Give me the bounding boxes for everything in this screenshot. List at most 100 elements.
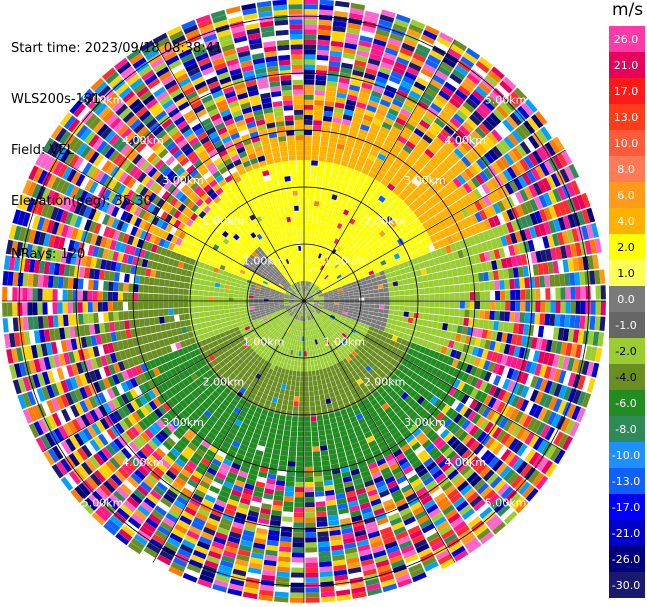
range-gate [337,420,345,428]
range-gate [282,378,288,385]
range-gate [318,283,323,288]
range-gate [324,298,329,300]
range-gate [312,446,320,452]
range-gate [534,111,548,126]
range-gate [395,117,407,127]
range-gate [345,317,351,322]
range-gate [434,388,444,398]
range-gate [268,432,276,439]
range-gate [244,325,251,331]
range-gate [184,446,195,456]
range-gate [394,305,400,311]
range-gate [506,367,515,380]
range-gate [409,221,418,230]
range-gate [263,342,270,348]
range-gate [369,195,378,203]
range-gate [175,403,185,413]
range-gate [443,227,451,237]
range-gate [355,413,364,421]
range-gate [343,542,357,550]
range-gate [252,345,258,351]
range-gate [446,77,460,89]
range-gate [254,395,261,403]
range-gate [318,337,323,344]
range-gate [312,318,316,324]
range-gate [236,402,244,410]
range-gate [326,499,337,506]
range-gate [200,339,208,346]
range-gate [275,434,283,441]
range-gate [326,213,332,220]
range-gate [476,263,483,273]
range-gate [403,284,409,290]
range-gate [429,287,435,294]
range-gate [461,508,475,520]
range-gate [399,268,406,275]
range-gate [190,425,200,434]
range-gate [559,168,570,183]
range-gate [304,150,312,156]
range-gate [363,272,370,278]
range-gate [338,207,345,214]
range-gate [249,392,256,400]
range-gate [232,335,239,342]
range-gate [353,289,359,293]
range-gate [392,393,400,402]
range-gate [187,442,198,452]
range-gate [326,382,332,389]
range-gate [258,319,264,324]
range-gate [317,291,323,295]
range-gate [336,246,343,252]
range-gate [318,430,326,436]
range-gate [341,340,347,346]
range-gate [440,429,450,439]
range-gate [491,459,504,472]
range-gate [302,305,304,311]
range-gate [340,317,346,322]
range-gate [312,278,316,283]
range-gate [222,550,237,559]
range-gate [365,321,371,326]
range-gate [270,328,276,333]
range-gate [458,504,472,516]
range-gate [535,165,546,179]
range-gate [307,304,311,309]
range-gate [229,328,235,334]
range-gate [154,357,162,367]
range-gate [187,415,197,425]
range-gate [306,276,308,282]
range-gate [443,218,452,228]
range-gate [354,265,361,271]
range-gate [354,298,360,301]
range-gate [312,350,316,356]
range-gate [528,349,536,361]
range-gate [501,366,510,378]
range-gate [397,52,412,62]
range-gate [313,312,318,317]
range-gate [331,544,344,551]
range-gate [534,363,543,376]
range-gate [357,230,365,238]
range-gate [354,367,361,374]
range-gate [556,186,567,201]
range-gate [408,312,414,318]
range-gate [419,138,430,148]
range-gate [76,416,87,430]
range-gate [154,529,169,541]
range-gate [387,344,394,351]
range-gate [342,439,351,447]
range-gate [348,242,355,249]
range-gate [546,411,557,426]
range-gate [259,435,268,442]
range-gate [420,239,428,248]
range-gate [362,474,373,483]
range-gate [440,187,450,197]
range-gate [373,247,380,254]
range-gate [491,129,503,142]
range-gate [296,345,300,351]
range-gate [299,401,304,407]
range-gate [325,284,330,289]
range-gate [237,352,245,359]
range-gate [336,174,344,182]
range-gate [325,95,336,102]
